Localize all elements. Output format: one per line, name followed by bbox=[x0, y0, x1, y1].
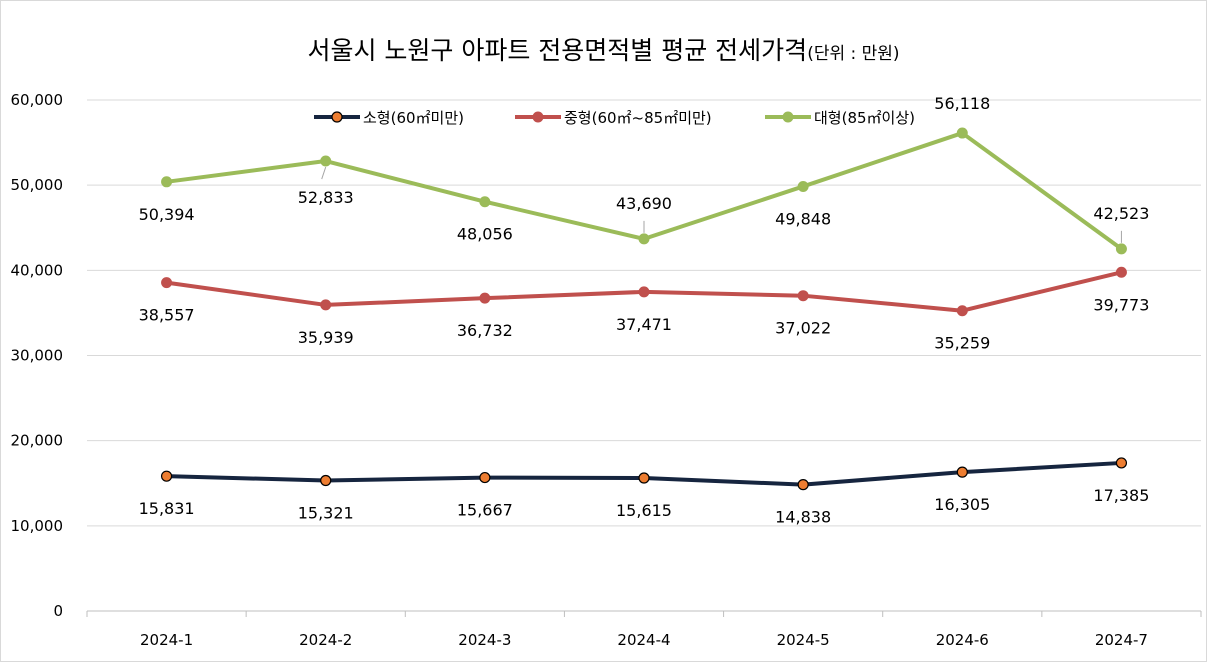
y-tick-label: 0 bbox=[53, 602, 63, 620]
data-point bbox=[956, 466, 968, 478]
data-point bbox=[797, 479, 809, 491]
x-tick-label: 2024-4 bbox=[617, 631, 670, 649]
series-2 bbox=[161, 266, 1127, 317]
data-label: 15,667 bbox=[457, 501, 513, 520]
data-label: 16,305 bbox=[934, 495, 990, 514]
y-tick-label: 10,000 bbox=[11, 517, 64, 535]
data-point bbox=[638, 472, 650, 484]
y-axis: 0 10,000 20,000 30,000 40,000 50,000 60,000 bbox=[11, 91, 64, 620]
data-label: 15,831 bbox=[139, 499, 195, 518]
data-point bbox=[479, 471, 491, 484]
data-point bbox=[797, 180, 809, 192]
legend-label: 대형(85㎡이상) bbox=[814, 109, 915, 127]
x-tick-label: 2024-2 bbox=[299, 631, 352, 649]
legend-marker bbox=[782, 111, 794, 123]
data-point bbox=[638, 233, 650, 245]
data-point bbox=[1115, 457, 1128, 469]
data-label: 15,321 bbox=[298, 504, 354, 523]
data-point bbox=[320, 155, 332, 167]
legend-item-3: 대형(85㎡이상) bbox=[765, 109, 915, 127]
data-label: 17,385 bbox=[1093, 486, 1149, 505]
data-label: 39,773 bbox=[1093, 295, 1149, 314]
data-point bbox=[160, 470, 173, 482]
x-tick-label: 2024-5 bbox=[777, 631, 830, 649]
x-tick-label: 2024-1 bbox=[140, 631, 193, 649]
data-labels: 15,831 15,321 15,667 15,615 14,838 16,305 17,3… bbox=[139, 94, 1150, 527]
legend-label: 중형(60㎡~85㎡미만) bbox=[564, 109, 712, 127]
data-point bbox=[320, 299, 332, 311]
legend-marker bbox=[331, 111, 343, 123]
gridlines bbox=[87, 99, 1201, 527]
data-point bbox=[161, 277, 173, 289]
legend-marker bbox=[532, 111, 544, 123]
data-label: 48,056 bbox=[457, 225, 513, 244]
data-label: 35,939 bbox=[298, 328, 354, 347]
chart-title-text: 서울시 노원구 아파트 전용면적별 평균 전세가격 bbox=[307, 36, 808, 65]
data-label: 15,615 bbox=[616, 501, 672, 520]
legend-item-2: 중형(60㎡~85㎡미만) bbox=[515, 109, 712, 127]
data-label: 52,833 bbox=[298, 188, 354, 207]
data-point bbox=[797, 290, 809, 302]
data-point bbox=[479, 196, 491, 208]
legend-item-1: 소형(60㎡미만) bbox=[314, 109, 464, 127]
y-tick-label: 60,000 bbox=[11, 91, 64, 109]
label-leader-line bbox=[321, 166, 327, 180]
chart-title: 서울시 노원구 아파트 전용면적별 평균 전세가격(단위 : 만원) bbox=[1, 31, 1206, 67]
data-label: 14,838 bbox=[775, 508, 831, 527]
data-point bbox=[956, 127, 968, 139]
data-label: 49,848 bbox=[775, 209, 831, 228]
y-tick-label: 40,000 bbox=[11, 261, 64, 279]
x-tick-label: 2024-7 bbox=[1095, 631, 1148, 649]
legend-label: 소형(60㎡미만) bbox=[363, 109, 464, 127]
data-label: 36,732 bbox=[457, 321, 513, 340]
data-label: 50,394 bbox=[139, 205, 195, 224]
y-tick-label: 50,000 bbox=[11, 176, 64, 194]
data-label: 56,118 bbox=[934, 94, 990, 113]
y-tick-label: 30,000 bbox=[11, 347, 64, 365]
data-point bbox=[956, 305, 968, 317]
data-point bbox=[161, 176, 173, 188]
x-tick-label: 2024-3 bbox=[458, 631, 511, 649]
data-label: 35,259 bbox=[934, 334, 990, 353]
x-axis: 2024-1 2024-2 2024-3 2024-4 2024-5 2024-6 2024… bbox=[86, 610, 1202, 649]
data-point bbox=[320, 474, 332, 487]
data-point bbox=[638, 286, 650, 298]
data-label: 38,557 bbox=[139, 306, 195, 325]
data-label: 37,471 bbox=[616, 315, 672, 334]
series-1 bbox=[160, 457, 1128, 491]
x-tick-label: 2024-6 bbox=[936, 631, 989, 649]
data-point bbox=[1115, 243, 1127, 255]
data-label: 42,523 bbox=[1093, 204, 1149, 223]
series-3 bbox=[161, 127, 1127, 255]
series-group bbox=[160, 127, 1128, 491]
data-point bbox=[479, 292, 491, 304]
data-label: 37,022 bbox=[775, 319, 831, 338]
y-tick-label: 20,000 bbox=[11, 432, 64, 450]
chart-unit-subtitle: (단위 : 만원) bbox=[807, 44, 900, 64]
legend: 소형(60㎡미만) 중형(60㎡~85㎡미만) 대형(85㎡이상) bbox=[314, 109, 915, 127]
data-label: 43,690 bbox=[616, 194, 672, 213]
data-point bbox=[1115, 266, 1127, 278]
